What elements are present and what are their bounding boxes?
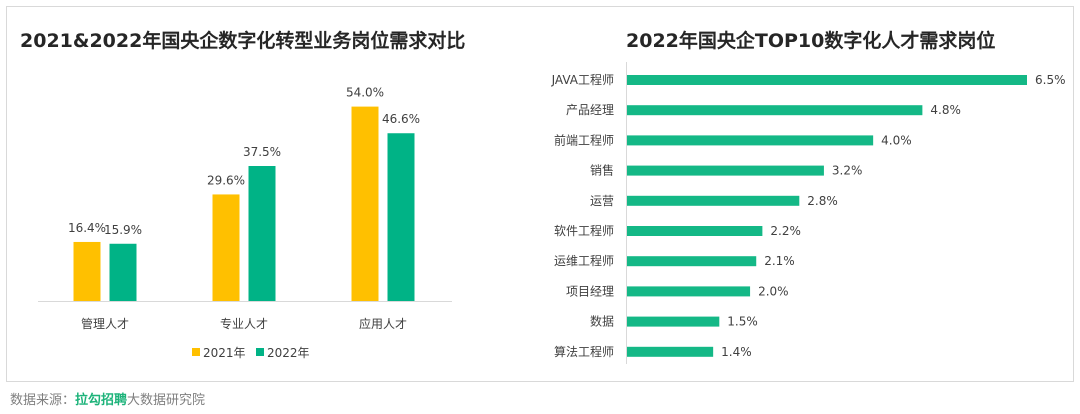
data-label-数据: 1.5% (727, 315, 758, 329)
left-chart-title: 2021&2022年国央企数字化转型业务岗位需求对比 (20, 30, 466, 52)
data-label-2022年-专业人才: 37.5% (243, 145, 281, 159)
bar-2022年-专业人才 (248, 166, 276, 301)
y-tick-label-算法工程师: 算法工程师 (554, 344, 614, 359)
data-label-运营: 2.8% (807, 194, 838, 208)
y-tick-label-产品经理: 产品经理 (566, 103, 614, 117)
y-tick-label-销售: 销售 (590, 163, 614, 178)
data-label-前端工程师: 4.0% (881, 133, 912, 147)
bar-2022年-管理人才 (109, 243, 137, 301)
data-label-产品经理: 4.8% (930, 103, 961, 117)
bar-2021年-应用人才 (351, 106, 379, 301)
right-hbar-chart: JAVA工程师 6.5% 产品经理 4.8% 前端工程师 4.0% 销售 3.2% 运营 2.8%… (551, 62, 1066, 364)
data-label-运维工程师: 2.1% (764, 254, 795, 268)
bar-数据 (627, 316, 720, 327)
source-prefix: 数据来源： (10, 393, 76, 408)
y-tick-label-前端工程师: 前端工程师 (554, 132, 614, 147)
data-label-2021年-专业人才: 29.6% (207, 173, 245, 187)
right-chart-title: 2022年国央企TOP10数字化人才需求岗位 (626, 30, 996, 52)
bar-运维工程师 (627, 256, 757, 267)
bar-2021年-管理人才 (73, 241, 101, 301)
data-label-算法工程师: 1.4% (721, 345, 752, 359)
y-tick-label-运维工程师: 运维工程师 (554, 253, 614, 268)
chart-frame (6, 6, 1074, 382)
y-tick-label-运营: 运营 (590, 194, 614, 208)
legend-swatch-2021年 (192, 348, 200, 356)
x-tick-label-管理人才: 管理人才 (81, 316, 129, 331)
left-bar-chart: 16.4%15.9% 管理人才 29.6% 37.5% 专业人才 54.0% 46.6% 应用… (38, 86, 452, 360)
bar-运营 (627, 195, 800, 206)
bar-JAVA工程师 (627, 75, 1027, 85)
data-label-2021年-应用人才: 54.0% (346, 86, 384, 100)
source-brand: 拉勾招聘 (75, 393, 128, 408)
x-tick-label-应用人才: 应用人才 (359, 316, 407, 331)
bar-产品经理 (627, 105, 923, 116)
bar-销售 (627, 165, 824, 176)
legend-swatch-2022年 (256, 348, 264, 356)
legend-label-2022年: 2022年 (267, 346, 310, 360)
data-label-软件工程师: 2.2% (770, 224, 801, 238)
bar-2022年-应用人才 (387, 133, 415, 301)
data-label-项目经理: 2.0% (758, 284, 789, 298)
data-label-2021年-管理人才: 16.4% (68, 221, 106, 235)
legend-label-2021年: 2021年 (203, 346, 246, 360)
bar-软件工程师 (627, 226, 763, 236)
y-tick-label-JAVA工程师: JAVA工程师 (551, 72, 614, 87)
data-label-2022年-管理人才: 15.9% (104, 223, 142, 237)
x-tick-label-专业人才: 专业人才 (220, 316, 268, 331)
data-label-2022年-应用人才: 46.6% (382, 112, 420, 126)
y-tick-label-软件工程师: 软件工程师 (554, 223, 614, 238)
bar-2021年-专业人才 (212, 194, 240, 301)
y-tick-label-项目经理: 项目经理 (566, 284, 614, 298)
bar-前端工程师 (627, 135, 874, 146)
data-label-销售: 3.2% (832, 164, 863, 178)
y-tick-label-数据: 数据 (590, 314, 614, 329)
source-suffix: 大数据研究院 (127, 393, 206, 408)
data-label-JAVA工程师: 6.5% (1035, 73, 1066, 87)
bar-算法工程师 (627, 346, 714, 357)
source-note: 数据来源：拉勾招聘大数据研究院 (10, 389, 205, 408)
bar-项目经理 (627, 286, 751, 297)
